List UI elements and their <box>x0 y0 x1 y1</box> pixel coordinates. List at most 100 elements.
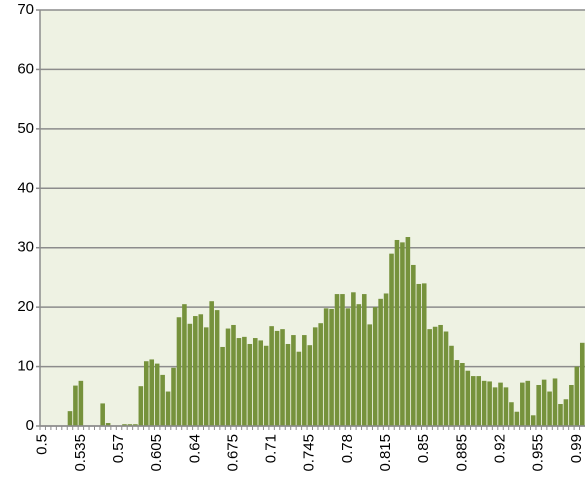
bar <box>427 329 432 426</box>
y-tick-label: 70 <box>17 1 34 18</box>
bar <box>133 424 138 426</box>
bar <box>78 380 84 426</box>
bar <box>176 317 182 426</box>
bar <box>220 346 225 426</box>
bar <box>242 336 247 426</box>
x-tick-label: 0.85 <box>415 434 432 463</box>
bar <box>312 327 318 426</box>
bar <box>165 391 171 426</box>
y-tick-label: 40 <box>17 179 34 196</box>
bar <box>209 301 214 426</box>
bar <box>361 294 367 426</box>
bar <box>470 376 476 426</box>
bar <box>127 424 133 426</box>
bar <box>73 385 78 426</box>
bar <box>569 384 574 426</box>
bar <box>280 329 285 426</box>
bar <box>394 239 400 426</box>
bar <box>520 382 525 426</box>
bar <box>432 326 438 426</box>
bar <box>154 363 160 426</box>
bar <box>525 380 531 426</box>
bar <box>509 402 514 426</box>
bar <box>291 335 296 426</box>
y-tick-label: 30 <box>17 239 34 256</box>
bar <box>492 387 498 426</box>
bar <box>400 242 405 426</box>
bar <box>225 328 231 426</box>
bar <box>541 379 547 426</box>
bar <box>122 424 127 426</box>
x-tick-label: 0.815 <box>377 434 394 472</box>
bar <box>454 360 460 426</box>
x-tick-label: 0.64 <box>186 434 203 463</box>
x-tick-label: 0.535 <box>72 434 89 472</box>
x-tick-label: 0.675 <box>224 434 241 472</box>
y-tick-label: 0 <box>26 417 34 434</box>
bar <box>579 342 585 426</box>
bar <box>547 391 552 426</box>
bar <box>503 387 509 426</box>
bar <box>383 293 389 426</box>
bar <box>416 283 422 426</box>
bar <box>476 376 482 426</box>
plot-area <box>40 10 585 426</box>
bar <box>449 345 454 426</box>
bar <box>252 338 258 426</box>
bar <box>323 308 329 426</box>
bar <box>182 304 187 426</box>
x-tick-label: 0.92 <box>491 434 508 463</box>
x-tick-label: 0.5 <box>34 434 51 455</box>
x-tick-label: 0.955 <box>530 434 547 472</box>
bar <box>530 415 536 426</box>
bar <box>193 316 198 426</box>
bar <box>443 331 449 426</box>
y-tick-label: 60 <box>17 60 34 77</box>
x-tick-label: 0.885 <box>453 434 470 472</box>
bar <box>302 335 307 426</box>
bar <box>514 411 520 426</box>
bar <box>389 253 394 426</box>
x-tick-label: 0.71 <box>263 434 280 463</box>
bar <box>203 327 209 426</box>
x-tick-label: 0.78 <box>339 434 356 463</box>
bar <box>460 363 465 426</box>
bar <box>285 343 291 426</box>
bar <box>231 324 236 426</box>
bar <box>536 384 541 426</box>
bar <box>198 314 204 426</box>
bar <box>558 404 563 426</box>
bar <box>187 323 193 426</box>
bar <box>236 338 242 426</box>
bar <box>465 370 471 426</box>
bar <box>258 340 264 426</box>
bar <box>574 366 580 426</box>
bar <box>421 283 427 426</box>
bar <box>552 378 558 426</box>
bar <box>149 359 155 426</box>
bar <box>296 351 302 426</box>
y-tick-label: 50 <box>17 120 34 137</box>
bar <box>411 264 416 426</box>
bar <box>351 292 356 426</box>
bar <box>367 324 373 426</box>
x-tick-label: 0.605 <box>148 434 165 472</box>
bar <box>329 308 334 426</box>
y-tick-label: 10 <box>17 358 34 375</box>
bar <box>372 307 378 426</box>
bar <box>138 386 144 426</box>
bar <box>105 423 111 426</box>
bar <box>356 304 362 426</box>
bar <box>563 399 569 426</box>
bar <box>438 324 443 426</box>
bar <box>214 310 220 426</box>
bar <box>171 367 176 426</box>
bar <box>160 374 165 426</box>
bar <box>307 345 313 426</box>
bar <box>247 343 253 426</box>
bar <box>334 294 340 426</box>
bar <box>263 345 269 426</box>
x-tick-label: 0.745 <box>301 434 318 472</box>
bar <box>498 382 503 426</box>
